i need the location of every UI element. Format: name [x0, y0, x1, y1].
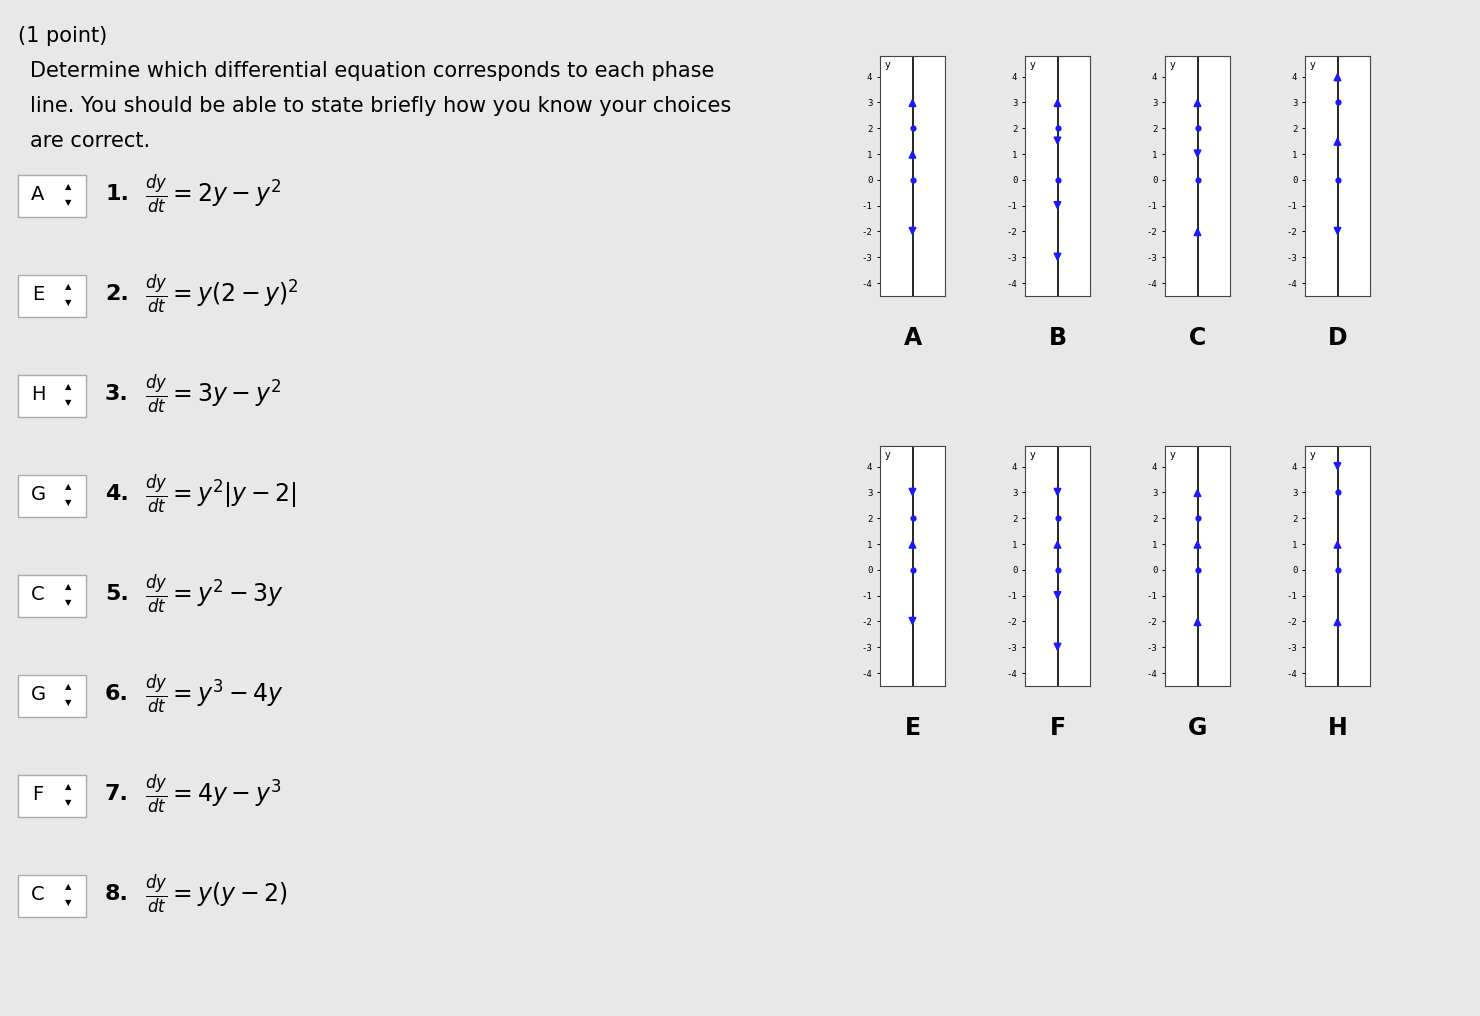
Text: H: H	[1328, 716, 1348, 740]
Text: C: C	[1190, 326, 1206, 350]
Text: 4.: 4.	[105, 484, 129, 504]
Text: line. You should be able to state briefly how you know your choices: line. You should be able to state briefl…	[30, 96, 731, 116]
Text: ▲: ▲	[65, 883, 71, 891]
Text: H: H	[31, 384, 46, 403]
Text: ▲: ▲	[65, 183, 71, 191]
Text: 3.: 3.	[105, 384, 129, 404]
Text: 7.: 7.	[105, 784, 129, 804]
Text: Determine which differential equation corresponds to each phase: Determine which differential equation co…	[30, 61, 715, 81]
Text: ▲: ▲	[65, 683, 71, 692]
Text: ▲: ▲	[65, 582, 71, 591]
Text: C: C	[31, 584, 44, 604]
Text: y: y	[1310, 60, 1316, 70]
Text: C: C	[31, 885, 44, 903]
FancyBboxPatch shape	[18, 675, 86, 717]
Text: y: y	[1169, 60, 1175, 70]
Text: G: G	[31, 485, 46, 504]
Text: $\frac{dy}{dt} = y^3 - 4y$: $\frac{dy}{dt} = y^3 - 4y$	[145, 673, 284, 715]
FancyBboxPatch shape	[18, 775, 86, 817]
Text: $\frac{dy}{dt} = 4y - y^3$: $\frac{dy}{dt} = 4y - y^3$	[145, 772, 281, 816]
Text: ▼: ▼	[65, 799, 71, 808]
FancyBboxPatch shape	[18, 575, 86, 617]
Text: y: y	[1029, 60, 1035, 70]
FancyBboxPatch shape	[18, 875, 86, 917]
Text: $\frac{dy}{dt} = y(2 - y)^2$: $\frac{dy}{dt} = y(2 - y)^2$	[145, 272, 299, 315]
Text: (1 point): (1 point)	[18, 26, 107, 46]
Text: ▼: ▼	[65, 198, 71, 207]
Text: 8.: 8.	[105, 884, 129, 904]
Text: ▼: ▼	[65, 699, 71, 707]
Text: ▼: ▼	[65, 398, 71, 407]
Text: B: B	[1049, 326, 1067, 350]
Text: A: A	[904, 326, 922, 350]
Text: 1.: 1.	[105, 184, 129, 204]
FancyBboxPatch shape	[18, 275, 86, 317]
Text: ▲: ▲	[65, 382, 71, 391]
Text: $\frac{dy}{dt} = y^2|y - 2|$: $\frac{dy}{dt} = y^2|y - 2|$	[145, 472, 296, 515]
FancyBboxPatch shape	[18, 375, 86, 417]
Text: ▲: ▲	[65, 483, 71, 492]
Text: $\frac{dy}{dt} = y^2 - 3y$: $\frac{dy}{dt} = y^2 - 3y$	[145, 573, 284, 616]
Text: ▼: ▼	[65, 299, 71, 308]
FancyBboxPatch shape	[18, 175, 86, 217]
Text: G: G	[1188, 716, 1208, 740]
Text: $\frac{dy}{dt} = y(y - 2)$: $\frac{dy}{dt} = y(y - 2)$	[145, 873, 287, 915]
Text: E: E	[904, 716, 921, 740]
Text: y: y	[885, 60, 889, 70]
Text: ▲: ▲	[65, 782, 71, 791]
Text: E: E	[33, 284, 44, 304]
Text: F: F	[33, 784, 43, 804]
Text: 6.: 6.	[105, 684, 129, 704]
Text: $\frac{dy}{dt} = 3y - y^2$: $\frac{dy}{dt} = 3y - y^2$	[145, 373, 281, 416]
Text: D: D	[1328, 326, 1348, 350]
Text: G: G	[31, 685, 46, 703]
Text: 5.: 5.	[105, 584, 129, 604]
Text: are correct.: are correct.	[30, 131, 149, 151]
Text: 2.: 2.	[105, 284, 129, 304]
Text: y: y	[1029, 450, 1035, 460]
Text: ▼: ▼	[65, 898, 71, 907]
Text: $\frac{dy}{dt} = 2y - y^2$: $\frac{dy}{dt} = 2y - y^2$	[145, 173, 281, 215]
Text: y: y	[885, 450, 889, 460]
Text: y: y	[1169, 450, 1175, 460]
Text: ▼: ▼	[65, 499, 71, 508]
Text: F: F	[1049, 716, 1066, 740]
Text: A: A	[31, 185, 44, 203]
Text: ▼: ▼	[65, 598, 71, 608]
Text: ▲: ▲	[65, 282, 71, 292]
FancyBboxPatch shape	[18, 475, 86, 517]
Text: y: y	[1310, 450, 1316, 460]
